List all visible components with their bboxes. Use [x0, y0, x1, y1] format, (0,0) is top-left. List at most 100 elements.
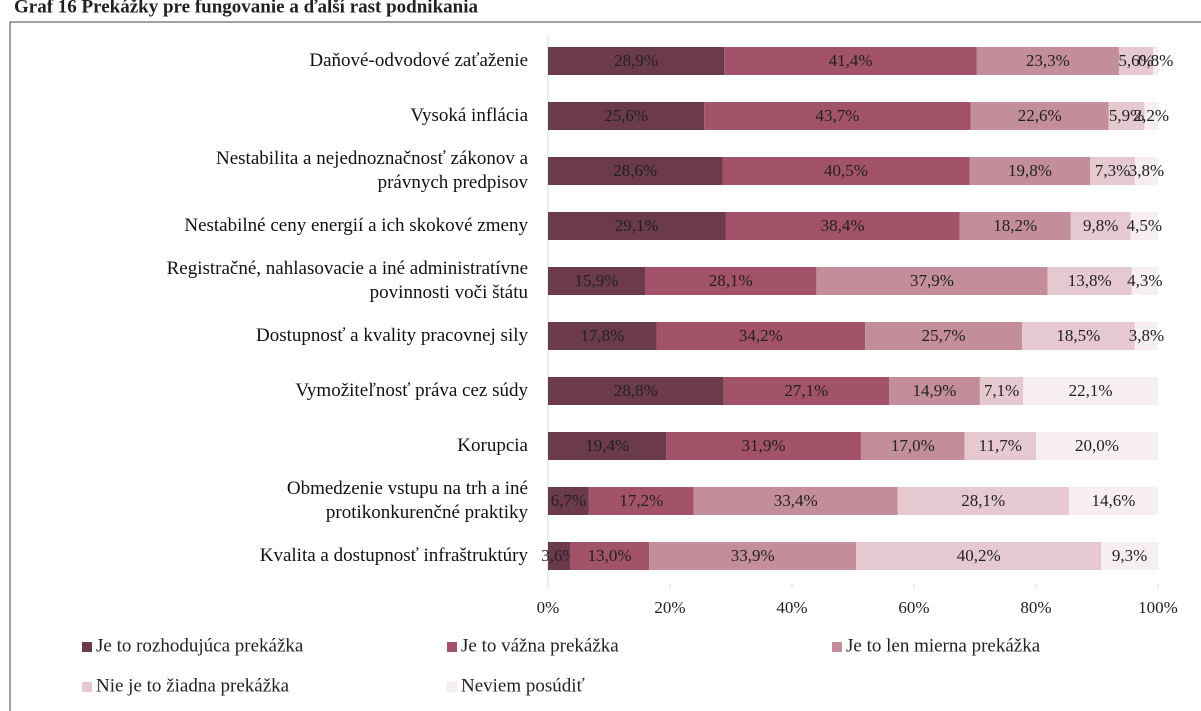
bar-segment [979, 377, 1024, 405]
bar-segment [588, 487, 694, 515]
data-label: 20,0% [1075, 436, 1119, 455]
data-label: 2,2% [1134, 106, 1169, 125]
data-label: 28,8% [614, 381, 658, 400]
data-label: 23,3% [1026, 51, 1070, 70]
bar-segment [704, 102, 971, 130]
data-label: 33,4% [774, 491, 818, 510]
data-label: 3,6% [541, 546, 576, 565]
bar-segment [722, 157, 970, 185]
data-label: 0,8% [1138, 51, 1173, 70]
bar-segment [1144, 102, 1158, 130]
data-label: 11,7% [979, 436, 1022, 455]
data-label: 9,8% [1083, 216, 1118, 235]
data-label: 17,0% [891, 436, 935, 455]
data-label: 7,3% [1095, 161, 1130, 180]
bar-segment [644, 267, 817, 295]
data-label: 37,9% [910, 271, 954, 290]
bar-segment [548, 322, 657, 350]
bar-segment [548, 487, 589, 515]
bar-segment [1130, 212, 1158, 240]
data-label: 19,4% [585, 436, 629, 455]
x-tick-label: 20% [654, 598, 685, 617]
x-tick-label: 0% [537, 598, 560, 617]
legend-swatch [82, 642, 92, 652]
bar-segment [724, 47, 977, 75]
data-label: 28,9% [614, 51, 658, 70]
category-label: Nestabilné ceny energií a ich skokové zm… [184, 215, 528, 236]
bar-segment [548, 102, 705, 130]
bar-segment [1108, 102, 1145, 130]
bar-segment [1036, 432, 1158, 460]
data-label: 19,8% [1008, 161, 1052, 180]
bar-segment [548, 157, 723, 185]
category-label: Vymožiteľnosť práva cez súdy [295, 380, 528, 401]
category-label: Korupcia [457, 435, 528, 456]
legend-swatch [447, 642, 457, 652]
x-tick-label: 80% [1020, 598, 1051, 617]
data-label: 22,1% [1069, 381, 1113, 400]
bar-segment [1023, 377, 1158, 405]
data-label: 28,1% [961, 491, 1005, 510]
bar-segment [548, 377, 724, 405]
data-label: 15,9% [575, 271, 619, 290]
category-label: Vysoká inflácia [410, 105, 528, 126]
bar-segment [548, 212, 726, 240]
bar-segment [888, 377, 980, 405]
data-label: 3,8% [1129, 326, 1164, 345]
bar-segment [969, 157, 1091, 185]
legend-label: Nie je to žiadna prekážka [96, 675, 290, 696]
category-label: Obmedzenie vstupu na trh a iné protikonk… [286, 478, 528, 523]
bar-segment [548, 542, 570, 570]
bar-segment [666, 432, 861, 460]
data-label: 14,6% [1092, 491, 1136, 510]
x-tick-label: 40% [776, 598, 807, 617]
data-label: 31,9% [742, 436, 786, 455]
data-label: 40,5% [824, 161, 868, 180]
data-label: 40,2% [957, 546, 1001, 565]
bar-segment [865, 322, 1022, 350]
data-label: 27,1% [784, 381, 828, 400]
bar-segment [569, 542, 650, 570]
data-label: 5,6% [1118, 51, 1153, 70]
bar-segment [1068, 487, 1158, 515]
legend-label: Neviem posúdiť [461, 675, 585, 696]
bar-segment [1090, 157, 1135, 185]
legend-swatch [82, 682, 92, 692]
data-label: 13,8% [1068, 271, 1112, 290]
bar-segment [1153, 47, 1158, 75]
data-label: 43,7% [815, 106, 859, 125]
data-label: 25,6% [604, 106, 648, 125]
bar-segment [856, 542, 1102, 570]
data-label: 7,1% [984, 381, 1019, 400]
bar-segment [976, 47, 1119, 75]
category-label: Registračné, nahlasovacie a iné administ… [166, 258, 528, 303]
data-label: 41,4% [829, 51, 873, 70]
category-label: Daňové-odvodové zaťaženie [309, 50, 528, 71]
data-label: 17,2% [619, 491, 663, 510]
legend-label: Je to vážna prekážka [461, 635, 619, 656]
data-label: 29,1% [615, 216, 659, 235]
data-label: 28,6% [613, 161, 657, 180]
bar-segment [548, 267, 645, 295]
legend-swatch [446, 681, 458, 693]
bar-segment [1134, 322, 1158, 350]
bar-segment [860, 432, 965, 460]
chart-title: Graf 16 Prekážky pre fungovanie a ďalší … [14, 0, 478, 17]
legend-label: Je to rozhodujúca prekážka [96, 635, 304, 656]
data-label: 9,3% [1112, 546, 1147, 565]
bar-segment [816, 267, 1048, 295]
chart-frame [9, 21, 1201, 711]
category-label: Dostupnosť a kvality pracovnej sily [256, 325, 528, 346]
bar-segment [656, 322, 866, 350]
data-label: 33,9% [731, 546, 775, 565]
legend-swatch [832, 642, 842, 652]
bar-segment [693, 487, 898, 515]
bar-segment [1101, 542, 1158, 570]
data-label: 13,0% [588, 546, 632, 565]
bar-segment [1131, 267, 1158, 295]
data-label: 25,7% [922, 326, 966, 345]
data-label: 5,9% [1109, 106, 1144, 125]
data-label: 4,5% [1127, 216, 1162, 235]
data-label: 28,1% [709, 271, 753, 290]
